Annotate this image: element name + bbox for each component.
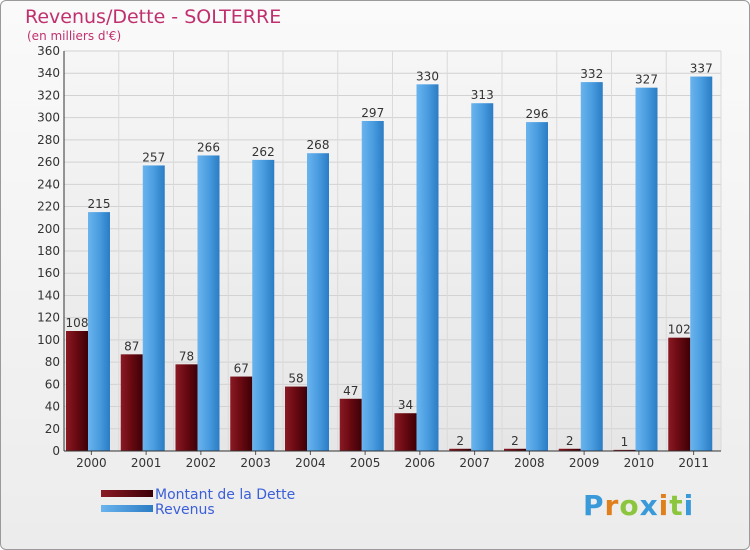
bar-revenus [471, 103, 494, 451]
y-tick-label: 100 [37, 333, 60, 347]
bar-revenus [307, 153, 329, 451]
data-label: 262 [252, 145, 275, 159]
y-tick-label: 220 [37, 200, 60, 214]
data-label: 34 [398, 398, 413, 412]
data-label: 102 [668, 323, 691, 337]
x-tick-label: 2000 [76, 456, 107, 470]
bar-revenus [690, 76, 713, 452]
x-tick-label: 2007 [459, 456, 490, 470]
x-tick-label: 2009 [569, 456, 600, 470]
chart-subtitle: (en milliers d'€) [27, 29, 122, 43]
data-label: 296 [526, 107, 549, 121]
bar-dette [285, 386, 307, 451]
data-label: 67 [234, 362, 249, 376]
data-label: 78 [179, 349, 194, 363]
y-tick-label: 180 [37, 244, 60, 258]
x-tick-label: 2008 [514, 456, 545, 470]
y-tick-label: 240 [37, 177, 60, 191]
x-tick-label: 2006 [405, 456, 436, 470]
logo-letter: i [658, 489, 670, 522]
y-tick-label: 200 [37, 222, 60, 236]
data-label: 337 [690, 62, 713, 76]
proxiti-logo: Proxiti [583, 489, 694, 522]
x-tick-label: 2001 [131, 456, 162, 470]
data-label: 108 [66, 316, 89, 330]
x-tick-label: 2005 [350, 456, 381, 470]
bar-revenus [197, 155, 220, 451]
bar-dette [175, 364, 198, 451]
legend-swatch-dette [101, 490, 153, 497]
data-label: 332 [580, 67, 603, 81]
bar-revenus [580, 82, 603, 451]
bar-dette [449, 448, 472, 451]
bar-dette [504, 448, 526, 451]
bar-revenus [88, 212, 110, 451]
y-tick-label: 20 [45, 422, 60, 436]
y-tick-label: 260 [37, 155, 60, 169]
data-label: 266 [197, 140, 220, 154]
data-label: 2 [511, 434, 519, 448]
data-label: 47 [343, 384, 358, 398]
data-label: 58 [288, 372, 303, 386]
data-label: 2 [456, 434, 464, 448]
bar-revenus [252, 159, 275, 451]
x-tick-label: 2003 [240, 456, 271, 470]
data-label: 87 [124, 339, 139, 353]
bar-dette [120, 354, 143, 451]
data-label: 313 [471, 88, 494, 102]
chart-title: Revenus/Dette - SOLTERRE [25, 6, 282, 28]
y-tick-label: 80 [45, 355, 60, 369]
y-tick-label: 0 [52, 444, 60, 458]
bar-revenus [361, 121, 384, 451]
bar-dette [339, 398, 362, 451]
bar-dette [394, 413, 417, 451]
y-tick-label: 60 [45, 377, 60, 391]
legend-swatch-revenus [101, 505, 153, 512]
bar-revenus [142, 165, 165, 451]
legend-label-dette: Montant de la Dette [155, 487, 296, 503]
bar-dette [66, 331, 88, 451]
data-label: 257 [142, 150, 165, 164]
logo-letter: r [604, 489, 620, 522]
logo-letter: t [669, 489, 684, 522]
data-label: 327 [635, 73, 658, 87]
bar-dette [230, 376, 253, 451]
bar-dette [613, 449, 636, 451]
x-tick-label: 2004 [295, 456, 326, 470]
data-label: 330 [416, 69, 439, 83]
legend-label-revenus: Revenus [155, 502, 215, 518]
y-tick-label: 280 [37, 133, 60, 147]
x-tick-label: 2010 [624, 456, 655, 470]
bar-dette [668, 337, 691, 451]
x-tick-label: 2011 [678, 456, 709, 470]
x-tick-label: 2002 [186, 456, 217, 470]
logo-letter: o [619, 489, 640, 522]
data-label: 268 [307, 138, 330, 152]
data-label: 2 [566, 434, 574, 448]
y-tick-label: 160 [37, 266, 60, 280]
y-tick-label: 340 [37, 66, 60, 80]
data-label: 215 [88, 197, 111, 211]
y-tick-label: 300 [37, 111, 60, 125]
data-label: 297 [361, 106, 384, 120]
bar-revenus [526, 122, 548, 451]
logo-letter: P [583, 489, 605, 522]
y-tick-label: 320 [37, 88, 60, 102]
y-tick-label: 360 [37, 44, 60, 58]
data-label: 1 [621, 435, 629, 449]
bar-dette [558, 448, 581, 451]
logo-letter: i [683, 489, 695, 522]
y-tick-label: 120 [37, 311, 60, 325]
logo-letter: x [639, 489, 659, 522]
y-tick-label: 140 [37, 288, 60, 302]
bar-revenus [416, 84, 439, 451]
bar-revenus [635, 87, 658, 452]
y-tick-label: 40 [45, 400, 60, 414]
